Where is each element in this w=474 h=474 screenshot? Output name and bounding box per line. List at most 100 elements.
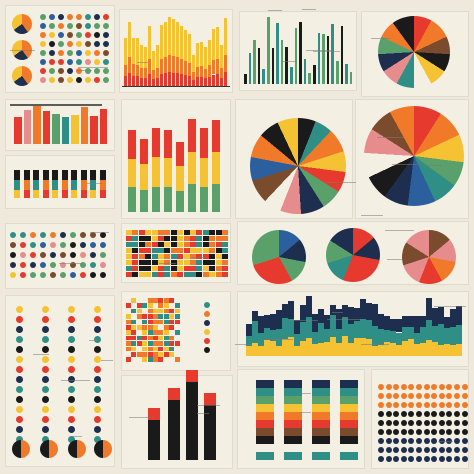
data-dot [103, 50, 109, 56]
heat-cell [164, 248, 171, 253]
column-stack [340, 444, 358, 452]
column-stack [284, 380, 302, 388]
heat-cell [215, 254, 222, 259]
column-dot [68, 346, 75, 353]
heat-cell [126, 230, 132, 235]
area-bot [294, 345, 300, 356]
bar-top [176, 73, 179, 86]
bar-mid [140, 67, 143, 78]
grid-dot [100, 232, 106, 238]
heat2-cell [136, 314, 142, 319]
heat-cell [145, 248, 152, 253]
bar-mid [160, 58, 163, 74]
column-stack [284, 428, 302, 436]
area-bot [288, 337, 294, 356]
area-mid [276, 328, 282, 346]
halftone-dot [378, 438, 384, 444]
data-dot [40, 77, 46, 83]
thin-bar [244, 73, 247, 84]
area-bot [372, 345, 378, 356]
column-stack [256, 396, 274, 404]
heat-cell [222, 272, 228, 277]
data-dot [58, 50, 64, 56]
halftone-dot [431, 384, 438, 390]
area-top [366, 303, 372, 321]
heat-cell [170, 266, 177, 271]
bar-mid [188, 62, 191, 76]
area-bot [444, 343, 450, 356]
heat2-cell [174, 346, 180, 352]
halftone-dot [431, 429, 438, 435]
area-top [288, 300, 294, 320]
halftone-dot [438, 402, 445, 408]
halftone-dot [416, 411, 422, 417]
heat2-cell [147, 325, 153, 330]
grid-dot [30, 272, 36, 278]
halftone-dot [446, 456, 453, 462]
bar-top [128, 73, 131, 86]
tall-bar-green [140, 190, 148, 212]
area-top [306, 295, 312, 317]
grid-dot [50, 232, 56, 238]
data-dot [76, 14, 82, 20]
heat-cell [145, 230, 152, 235]
column-dot [16, 306, 23, 313]
area-mid [450, 327, 456, 345]
area-mid [378, 329, 384, 345]
heat2-cell [136, 298, 142, 303]
pie-small [326, 228, 380, 282]
thin-bar [257, 48, 261, 84]
halftone-dot [408, 447, 415, 453]
data-dot [94, 32, 100, 38]
halftone-dot [446, 393, 453, 399]
data-dot [58, 68, 64, 74]
column-stack [284, 444, 302, 452]
area-mid [408, 327, 414, 340]
heat2-cell [142, 341, 148, 346]
grid-dot [50, 252, 56, 258]
bar-top [160, 73, 163, 86]
bar-mid [216, 59, 219, 75]
bar-mid [212, 60, 215, 75]
heat2-cell [174, 308, 180, 314]
grid-dot [80, 272, 86, 278]
halftone-dot [385, 384, 392, 390]
heat-cell [209, 236, 216, 241]
area-mid [270, 330, 276, 342]
tall-bar-red [212, 119, 220, 153]
heat-cell [177, 254, 184, 259]
heat-cell [202, 254, 209, 259]
data-dot [85, 68, 91, 74]
tall-bar-green [152, 186, 160, 212]
column-dot [94, 356, 101, 363]
column-stack [256, 444, 274, 452]
heat-cell [138, 236, 145, 241]
heat-cell [209, 266, 216, 271]
heat-cell [132, 272, 139, 277]
area-bot [384, 342, 390, 356]
grid-dot [80, 242, 86, 248]
column-stack [284, 420, 302, 428]
heat2-cell [169, 330, 175, 335]
heat2-cell [163, 346, 169, 352]
heat2-cell [169, 341, 175, 346]
grid-dot [20, 272, 26, 278]
column-dot [68, 426, 75, 433]
heat-cell [202, 248, 209, 253]
column-stack [256, 380, 274, 388]
area-bot [324, 342, 330, 356]
stack-b [14, 180, 20, 190]
thin-bar [340, 25, 344, 84]
grid-dot [100, 252, 106, 258]
heat-cell [126, 242, 132, 247]
column-dot [94, 366, 101, 373]
column-dot [94, 436, 101, 443]
area-bot [366, 338, 372, 356]
bar-mid [208, 65, 211, 77]
heat-cell [132, 242, 139, 247]
heat2-cell [147, 352, 153, 357]
heat-cell [145, 242, 152, 247]
tall-bar-red [128, 129, 136, 159]
column-dot [42, 416, 49, 423]
halftone-dot [408, 438, 415, 444]
